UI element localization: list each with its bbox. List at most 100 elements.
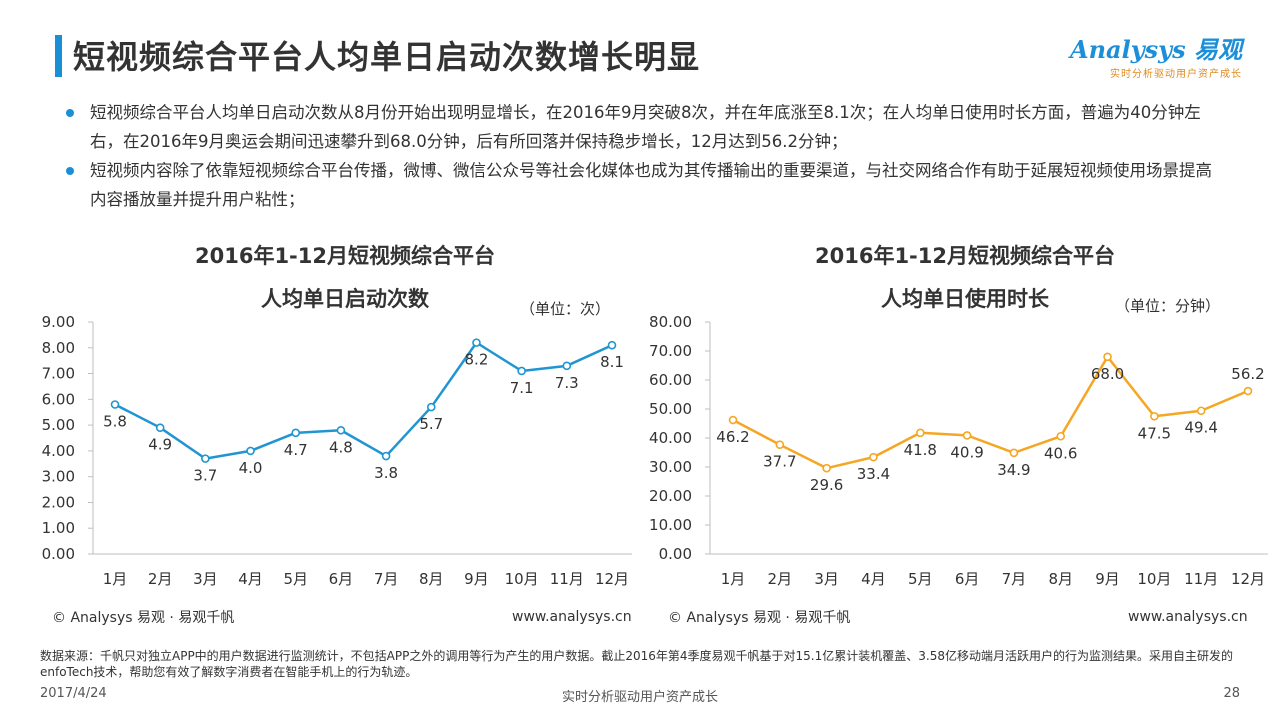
data-point xyxy=(1243,386,1253,396)
y-tick-label: 60.00 xyxy=(649,371,692,389)
data-label: 49.4 xyxy=(1184,419,1217,437)
data-point xyxy=(381,451,391,461)
data-label: 8.1 xyxy=(600,353,624,371)
data-point xyxy=(472,338,481,347)
logo-slogan: 实时分析驱动用户资产成长 xyxy=(1110,69,1242,80)
data-label: 29.6 xyxy=(810,476,843,494)
data-point xyxy=(110,400,120,409)
data-point xyxy=(728,415,738,425)
chart-1-site: www.analysys.cn xyxy=(512,609,632,625)
data-point xyxy=(1196,406,1206,416)
summary-bullets: 短视频综合平台人均单日启动次数从8月份开始出现明显增长，在2016年9月突破8次… xyxy=(62,98,1222,214)
data-label: 40.9 xyxy=(950,443,983,461)
y-tick-label: 3.00 xyxy=(42,468,75,486)
bullet-item: 短视频综合平台人均单日启动次数从8月份开始出现明显增长，在2016年9月突破8次… xyxy=(62,98,1222,156)
data-point xyxy=(1150,411,1159,421)
data-label: 41.8 xyxy=(904,441,937,459)
chart-2-title: 2016年1-12月短视频综合平台 xyxy=(815,244,1115,268)
data-label: 7.3 xyxy=(555,374,579,392)
data-label: 3.7 xyxy=(193,467,217,485)
series-line xyxy=(114,341,613,460)
x-tick-label: 12月 xyxy=(1231,570,1265,588)
data-point xyxy=(822,463,831,473)
y-tick-label: 50.00 xyxy=(649,400,692,418)
x-tick-label: 7月 xyxy=(374,570,399,588)
page-title: 短视频综合平台人均单日启动次数增长明显 xyxy=(73,38,701,76)
data-label: 4.0 xyxy=(239,459,263,477)
data-label: 33.4 xyxy=(857,465,890,483)
data-point xyxy=(1009,448,1019,458)
data-point xyxy=(336,425,346,435)
x-tick-label: 2月 xyxy=(768,570,793,588)
data-label: 68.0 xyxy=(1091,365,1124,383)
chart-2-copyright: © Analysys 易观 · 易观千帆 xyxy=(668,610,851,626)
data-label: 7.1 xyxy=(510,379,534,397)
x-tick-label: 10月 xyxy=(505,570,539,588)
footer-slogan: 实时分析驱动用户资产成长 xyxy=(561,690,718,705)
data-point xyxy=(962,431,972,440)
data-label: 40.6 xyxy=(1044,444,1077,462)
chart-2-plot: 0.00 10.00 20.00 30.00 40.00 50.00 60.00 70.00 8… xyxy=(649,313,1268,588)
y-tick-label: 8.00 xyxy=(42,339,75,357)
x-tick-label: 8月 xyxy=(1048,570,1073,588)
data-label: 34.9 xyxy=(997,461,1030,479)
data-label: 5.8 xyxy=(103,412,127,430)
y-tick-label: 70.00 xyxy=(649,342,692,360)
y-tick-label: 20.00 xyxy=(649,487,692,505)
x-tick-label: 1月 xyxy=(103,570,128,588)
x-tick-label: 11月 xyxy=(550,570,584,588)
series-line xyxy=(732,355,1249,470)
data-point xyxy=(1103,352,1112,362)
data-point xyxy=(426,402,436,412)
data-label: 5.7 xyxy=(419,415,443,433)
page-number: 28 xyxy=(1223,686,1240,701)
y-tick-label: 5.00 xyxy=(42,416,75,434)
y-tick-label: 80.00 xyxy=(649,313,692,331)
x-tick-label: 9月 xyxy=(1095,570,1120,588)
chart-1-copyright: © Analysys 易观 · 易观千帆 xyxy=(52,610,235,626)
data-point xyxy=(246,446,255,456)
data-label: 46.2 xyxy=(716,428,749,446)
x-tick-label: 3月 xyxy=(814,570,839,588)
data-point xyxy=(607,340,617,350)
x-tick-label: 4月 xyxy=(238,570,263,588)
data-label: 8.2 xyxy=(465,351,489,369)
x-tick-label: 2月 xyxy=(148,570,173,588)
x-tick-label: 12月 xyxy=(595,570,629,588)
analysys-logo: Analysys 易观 实时分析驱动用户资产成长 xyxy=(1070,30,1242,80)
x-tick-label: 7月 xyxy=(1002,570,1027,588)
x-tick-label: 11月 xyxy=(1184,570,1218,588)
data-source-footnote: 数据来源：千帆只对独立APP中的用户数据进行监测统计，不包括APP之外的调用等行… xyxy=(40,649,1233,679)
data-point xyxy=(869,452,878,462)
y-tick-label: 6.00 xyxy=(42,390,75,408)
data-label: 4.7 xyxy=(284,441,308,459)
y-tick-label: 0.00 xyxy=(659,545,692,563)
x-tick-label: 6月 xyxy=(329,570,354,588)
x-tick-label: 1月 xyxy=(721,570,746,588)
x-tick-label: 10月 xyxy=(1137,570,1171,588)
x-tick-label: 5月 xyxy=(908,570,933,588)
x-tick-label: 4月 xyxy=(861,570,886,588)
y-tick-label: 2.00 xyxy=(42,493,75,511)
data-label: 4.9 xyxy=(148,436,172,454)
logo-name: Analysys 易观 xyxy=(1069,35,1242,64)
data-point xyxy=(201,454,210,463)
data-label: 37.7 xyxy=(763,453,796,471)
chart-1-plot: 0.00 1.00 2.00 3.00 4.00 5.00 6.00 7.00 8.00 9.00… xyxy=(42,313,632,588)
x-tick-label: 8月 xyxy=(419,570,444,588)
data-label: 47.5 xyxy=(1138,424,1171,442)
chart-1-subtitle: 人均单日启动次数 xyxy=(261,287,429,311)
y-tick-label: 0.00 xyxy=(42,545,75,563)
x-tick-label: 9月 xyxy=(464,570,489,588)
y-tick-label: 30.00 xyxy=(649,458,692,476)
data-point xyxy=(915,428,925,438)
y-tick-label: 7.00 xyxy=(42,365,75,383)
y-tick-label: 4.00 xyxy=(42,442,75,460)
chart-2-site: www.analysys.cn xyxy=(1128,609,1248,625)
data-point xyxy=(155,423,165,432)
x-tick-label: 6月 xyxy=(955,570,980,588)
chart-2-subtitle: 人均单日使用时长 xyxy=(881,287,1049,311)
data-label: 4.8 xyxy=(329,438,353,456)
bullet-item: 短视频内容除了依靠短视频综合平台传播，微博、微信公众号等社会化媒体也成为其传播输… xyxy=(62,156,1222,214)
x-tick-label: 3月 xyxy=(193,570,218,588)
